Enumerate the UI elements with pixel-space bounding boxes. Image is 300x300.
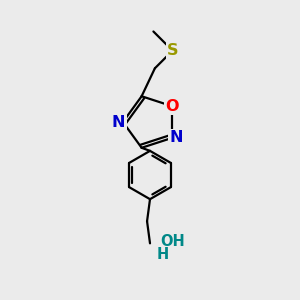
Text: H: H: [157, 247, 170, 262]
Text: S: S: [167, 43, 178, 58]
Text: OH: OH: [160, 234, 185, 249]
Text: N: N: [169, 130, 183, 146]
Text: O: O: [165, 99, 179, 114]
Text: N: N: [112, 115, 125, 130]
